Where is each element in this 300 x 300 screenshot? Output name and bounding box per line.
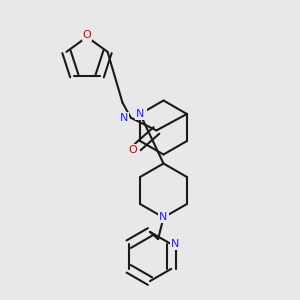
Text: O: O [82,30,91,40]
Text: N: N [120,113,128,123]
Text: H: H [139,108,146,118]
Text: N: N [159,212,168,223]
Text: N: N [136,109,144,119]
Text: O: O [128,145,137,155]
Text: N: N [171,239,179,249]
